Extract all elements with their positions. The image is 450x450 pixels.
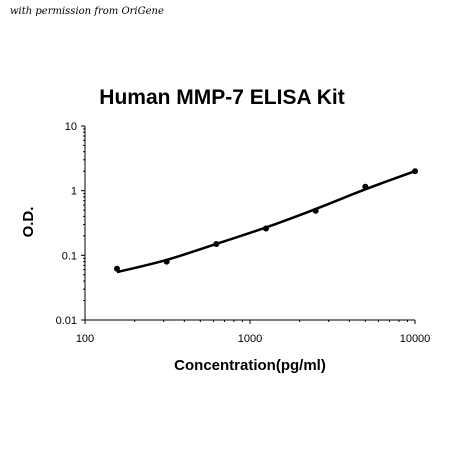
y-axis-label: O.D. bbox=[20, 207, 37, 238]
permission-credit: with permission from OriGene bbox=[10, 6, 164, 17]
chart-title: Human MMP-7 ELISA Kit bbox=[99, 86, 344, 109]
data-point bbox=[412, 168, 418, 175]
y-tick-label: 10 bbox=[65, 121, 77, 133]
y-tick-label: 1 bbox=[71, 186, 77, 198]
fit-curve bbox=[116, 170, 416, 274]
y-tick-label: 0.01 bbox=[56, 315, 77, 327]
y-tick-label: 0.1 bbox=[62, 250, 77, 262]
data-point bbox=[163, 258, 170, 265]
x-tick-label: 100 bbox=[76, 333, 94, 345]
x-tick-label: 10000 bbox=[400, 333, 431, 345]
x-axis-label: Concentration(pg/ml) bbox=[174, 357, 326, 374]
data-point bbox=[262, 225, 269, 232]
data-point bbox=[113, 265, 120, 272]
x-tick-label: 1000 bbox=[238, 333, 262, 345]
data-point bbox=[213, 240, 220, 247]
data-point bbox=[312, 207, 319, 214]
data-point bbox=[362, 183, 369, 190]
